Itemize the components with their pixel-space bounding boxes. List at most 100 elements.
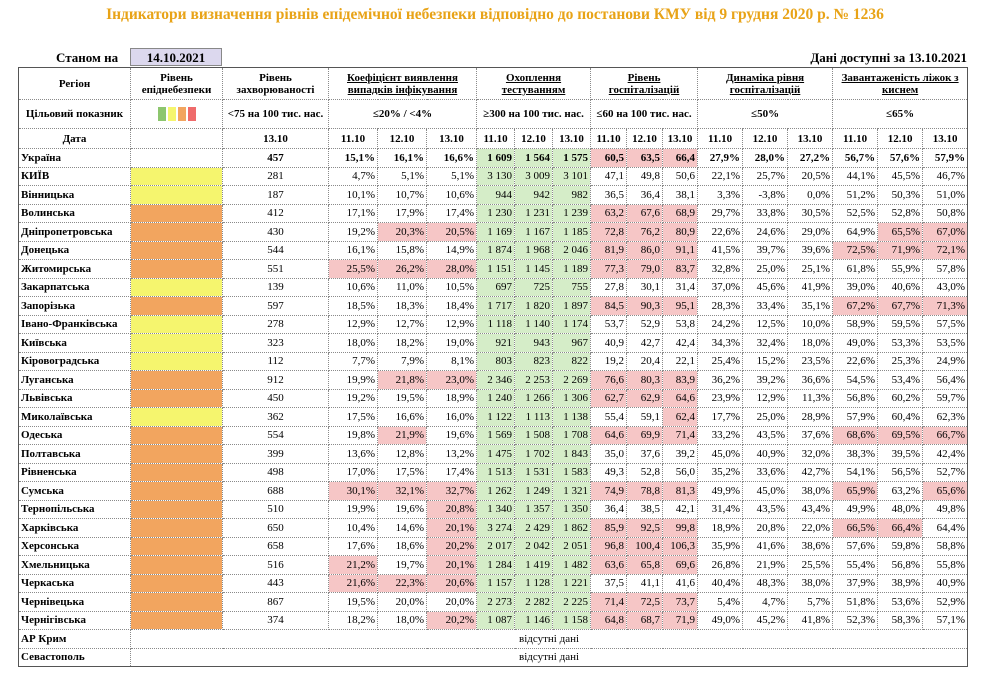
value-cell: 18,2% xyxy=(377,333,427,353)
value-cell: 26,8% xyxy=(697,555,744,575)
value-cell: 39,2% xyxy=(742,370,789,390)
value-cell: 1 564 xyxy=(514,148,554,168)
level-cell xyxy=(130,425,223,445)
value-cell: 1 609 xyxy=(476,148,516,168)
value-cell: 39,2 xyxy=(662,444,699,464)
value-cell: 12,9% xyxy=(425,314,478,334)
value-cell: 22,1% xyxy=(697,166,744,186)
value-cell: 1 239 xyxy=(552,203,592,223)
region-row: Дніпропетровська 430 19,2% 20,3% 20,5% 1 169 1… xyxy=(18,222,969,242)
value-cell: 2 017 xyxy=(476,536,516,556)
value-cell: 10,5% xyxy=(425,277,478,297)
value-cell: 96,8 xyxy=(590,536,628,556)
region-name: Запорізька xyxy=(18,296,131,316)
value-cell: 56,0 xyxy=(662,462,699,482)
region-name: Закарпатська xyxy=(18,277,131,297)
value-cell: 60,5 xyxy=(590,148,628,168)
value-cell: 20,5% xyxy=(787,166,834,186)
region-row: Житомирська 551 25,5% 26,2% 28,0% 1 151 1 145 1… xyxy=(18,259,969,279)
value-cell: 55,8% xyxy=(922,555,969,575)
value-cell: 52,7% xyxy=(922,462,969,482)
value-cell: 15,1% xyxy=(328,148,378,168)
value-cell: 66,4% xyxy=(877,518,924,538)
value-cell: 10,6% xyxy=(425,185,478,205)
value-cell: 2 042 xyxy=(514,536,554,556)
level-cell xyxy=(130,314,223,334)
value-cell: 23,0% xyxy=(425,370,478,390)
value-cell: 69,9 xyxy=(626,425,664,445)
value-cell: 17,9% xyxy=(377,203,427,223)
value-cell: 25,5% xyxy=(787,555,834,575)
value-cell: 49,9% xyxy=(697,481,744,501)
level-cell xyxy=(130,518,223,538)
value-cell: 41,9% xyxy=(787,277,834,297)
date: 12.10 xyxy=(626,128,664,149)
target-value: <75 на 100 тис. нас. xyxy=(222,99,329,129)
value-cell: 982 xyxy=(552,185,592,205)
value-cell: 2 282 xyxy=(514,592,554,612)
level-swatch xyxy=(187,107,196,121)
value-cell: 39,0% xyxy=(832,277,879,297)
value-cell: 59,7% xyxy=(922,388,969,408)
region-row: Волинська 412 17,1% 17,9% 17,4% 1 230 1 231 1 2… xyxy=(18,203,969,223)
value-cell: 20,5% xyxy=(425,222,478,242)
value-cell: 68,6% xyxy=(832,425,879,445)
value-cell: 80,9 xyxy=(662,222,699,242)
value-cell: 36,4 xyxy=(626,185,664,205)
value-cell: 91,1 xyxy=(662,240,699,260)
value-cell: 822 xyxy=(552,351,592,371)
region-name: Вінницька xyxy=(18,185,131,205)
value-cell: 32,0% xyxy=(787,444,834,464)
value-cell: 22,6% xyxy=(697,222,744,242)
value-cell: 66,4 xyxy=(662,148,699,168)
value-cell: 20,4 xyxy=(626,351,664,371)
value-cell: 20,8% xyxy=(425,499,478,519)
region-row: Херсонська 658 17,6% 18,6% 20,2% 2 017 2 042 2 … xyxy=(18,536,969,556)
value-cell: 24,9% xyxy=(922,351,969,371)
value-cell: 2 346 xyxy=(476,370,516,390)
value-cell: 68,9 xyxy=(662,203,699,223)
region-row: Полтавська 399 13,6% 12,8% 13,2% 1 475 1 702 1 … xyxy=(18,444,969,464)
value-cell: 19,2% xyxy=(328,388,378,408)
target-value: ≤65% xyxy=(832,99,969,129)
value-cell: 53,7 xyxy=(590,314,628,334)
value-cell: 61,8% xyxy=(832,259,879,279)
value-cell: 25,3% xyxy=(877,351,924,371)
value-cell: 54,1% xyxy=(832,462,879,482)
value-cell: 19,9% xyxy=(328,499,378,519)
value-cell: 7,7% xyxy=(328,351,378,371)
value-cell: 12,8% xyxy=(377,444,427,464)
value-cell: 1 118 xyxy=(476,314,516,334)
value-cell: 55,9% xyxy=(877,259,924,279)
value-cell: 37,6 xyxy=(626,444,664,464)
value-cell: 83,7 xyxy=(662,259,699,279)
value-cell: 32,7% xyxy=(425,481,478,501)
value-cell: 2 273 xyxy=(476,592,516,612)
value-cell: 1 140 xyxy=(514,314,554,334)
value-cell: 33,2% xyxy=(697,425,744,445)
region-row: Тернопільська 510 19,9% 19,6% 20,8% 1 340 1 35… xyxy=(18,499,969,519)
value-cell: 65,9% xyxy=(832,481,879,501)
column-header: Охоплення тестуванням xyxy=(476,67,592,100)
value-cell: 63,5 xyxy=(626,148,664,168)
value-cell: 33,4% xyxy=(742,296,789,316)
date: 11.10 xyxy=(476,128,516,149)
value-cell: 64,4% xyxy=(922,518,969,538)
value-cell: 35,9% xyxy=(697,536,744,556)
value-cell: 399 xyxy=(222,444,329,464)
value-cell: 53,5% xyxy=(922,333,969,353)
region-name: Україна xyxy=(18,148,131,168)
value-cell: 30,5% xyxy=(787,203,834,223)
value-cell: 1 284 xyxy=(476,555,516,575)
value-cell: 1 262 xyxy=(476,481,516,501)
value-cell: 25,7% xyxy=(742,166,789,186)
value-cell: 1 843 xyxy=(552,444,592,464)
region-row: Сумська 688 30,1% 32,1% 32,7% 1 262 1 249 1 321… xyxy=(18,481,969,501)
value-cell: 25,4% xyxy=(697,351,744,371)
level-cell xyxy=(130,166,223,186)
value-cell: 34,3% xyxy=(697,333,744,353)
value-cell: 106,3 xyxy=(662,536,699,556)
value-cell: 40,4% xyxy=(697,573,744,593)
value-cell: 1 508 xyxy=(514,425,554,445)
value-cell: 1 230 xyxy=(476,203,516,223)
